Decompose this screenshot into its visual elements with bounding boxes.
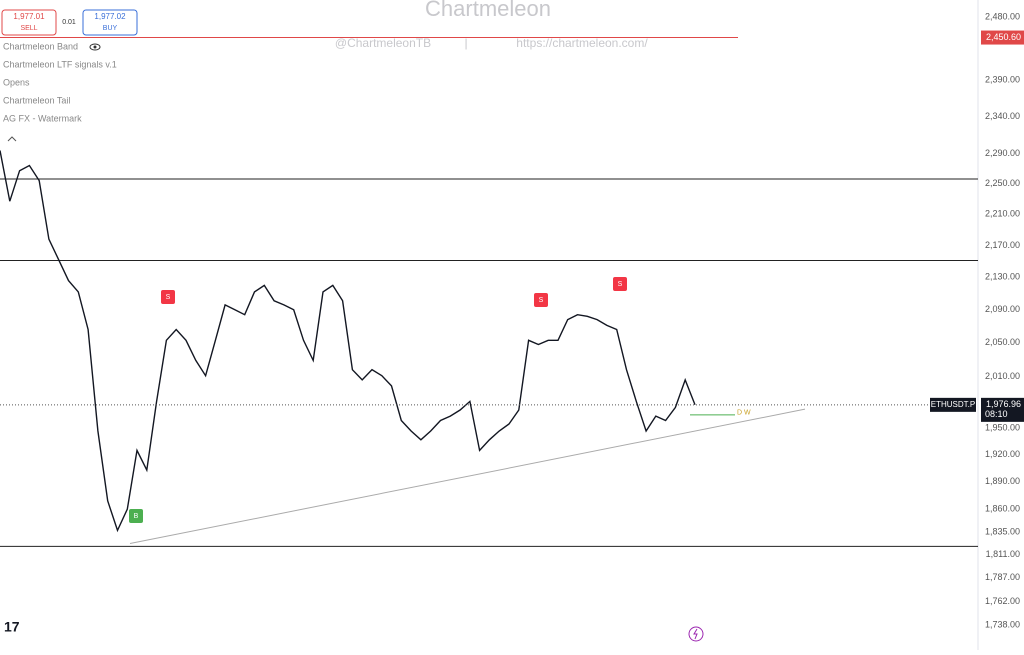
y-tick-label: 2,010.00 [985,371,1020,381]
price-line [0,150,696,533]
y-tick-label: 2,290.00 [985,148,1020,158]
signal-marker [534,293,548,307]
countdown: 08:10 [985,409,1008,419]
eye-icon-pupil [93,45,97,49]
y-tick-label: 2,390.00 [985,75,1020,85]
spread: 0.01 [62,19,76,26]
sell-button[interactable] [1,9,57,36]
signal-label: S [166,294,171,301]
signal-marker [129,509,143,523]
buy-button[interactable] [82,9,138,36]
logo: 17 [4,619,20,635]
trendline [129,408,806,545]
y-tick-label: 2,340.00 [985,111,1020,121]
alert-tag [981,30,1024,45]
y-tick-label: 1,920.00 [985,449,1020,459]
y-tick-label: 1,738.00 [985,620,1020,630]
signal-label: S [539,297,544,304]
y-tick-label: 2,170.00 [985,240,1020,250]
y-tick-label: 2,130.00 [985,272,1020,282]
y-tick-label: 2,210.00 [985,209,1020,219]
y-tick-label: 2,480.00 [985,12,1020,22]
y-tick-label: 1,860.00 [985,504,1020,514]
y-tick-label: 1,950.00 [985,423,1020,433]
y-tick-label: 2,090.00 [985,304,1020,314]
alert-tag-label: 2,450.60 [986,32,1021,42]
indicator-name[interactable]: Chartmeleon Band [3,41,78,51]
last-price-tag [981,397,1024,422]
indicator-name[interactable]: AG FX - Watermark [3,113,82,123]
watermark-url: https://chartmeleon.com/ [516,36,648,50]
sell-price: 1,977.01 [13,12,45,21]
y-tick-label: 1,811.00 [986,549,1020,559]
y-tick-label: 1,890.00 [985,476,1020,486]
indicator-name[interactable]: Chartmeleon LTF signals v.1 [3,59,117,69]
last-price-label: 1,976.96 [986,399,1021,409]
level-tags: D W [737,410,751,417]
indicator-name[interactable]: Chartmeleon Tail [3,95,70,105]
y-tick-label: 2,050.00 [985,337,1020,347]
buy-price: 1,977.02 [94,12,126,21]
signal-marker [613,277,627,291]
watermark-handle: @ChartmeleonTB [335,36,431,50]
lightning-bolt [693,628,698,640]
watermark-title: Chartmeleon [425,0,551,21]
signal-label: B [134,513,139,520]
y-tick-label: 1,787.00 [985,572,1020,582]
indicator-name[interactable]: Opens [3,77,30,87]
signal-marker [161,290,175,304]
y-tick-label: 1,835.00 [985,527,1020,537]
signal-label: S [618,281,623,288]
collapse-icon[interactable] [7,136,17,142]
symbol-tag [930,397,976,412]
y-tick-label: 1,762.00 [985,596,1020,606]
y-tick-label: 2,250.00 [985,178,1020,188]
buy-label: BUY [103,25,118,32]
lightning-icon[interactable] [688,626,704,642]
eye-icon[interactable] [89,43,101,51]
sell-label: SELL [20,25,37,32]
watermark-separator: | [464,36,467,50]
symbol-tag-label: ETHUSDT.P [931,400,975,409]
